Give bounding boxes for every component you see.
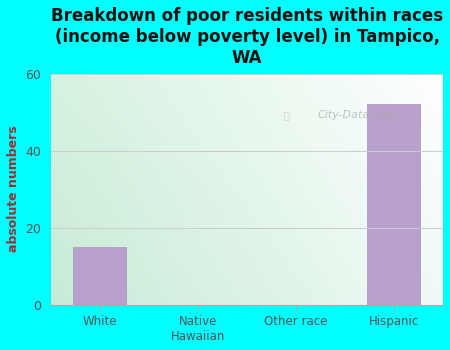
Bar: [73, 247, 127, 304]
Y-axis label: absolute numbers: absolute numbers: [7, 126, 20, 252]
Bar: [367, 104, 421, 304]
Text: City-Data.com: City-Data.com: [318, 110, 397, 120]
Title: Breakdown of poor residents within races
(income below poverty level) in Tampico: Breakdown of poor residents within races…: [51, 7, 443, 66]
Text: 📊: 📊: [284, 110, 289, 120]
